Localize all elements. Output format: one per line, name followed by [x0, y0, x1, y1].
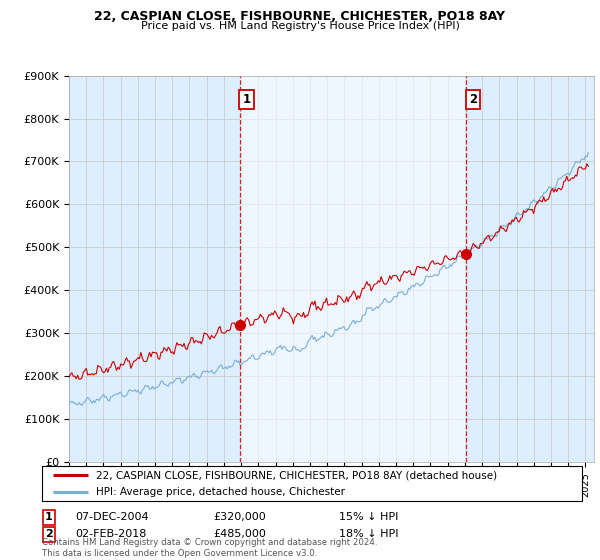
- Text: £485,000: £485,000: [213, 529, 266, 539]
- Text: 02-FEB-2018: 02-FEB-2018: [75, 529, 146, 539]
- FancyBboxPatch shape: [42, 466, 582, 501]
- Text: 15% ↓ HPI: 15% ↓ HPI: [339, 512, 398, 522]
- Text: £320,000: £320,000: [213, 512, 266, 522]
- Text: 18% ↓ HPI: 18% ↓ HPI: [339, 529, 398, 539]
- Text: 22, CASPIAN CLOSE, FISHBOURNE, CHICHESTER, PO18 8AY (detached house): 22, CASPIAN CLOSE, FISHBOURNE, CHICHESTE…: [96, 470, 497, 480]
- Text: 2: 2: [469, 93, 477, 106]
- Text: Price paid vs. HM Land Registry's House Price Index (HPI): Price paid vs. HM Land Registry's House …: [140, 21, 460, 31]
- Text: HPI: Average price, detached house, Chichester: HPI: Average price, detached house, Chic…: [96, 487, 345, 497]
- Text: 22, CASPIAN CLOSE, FISHBOURNE, CHICHESTER, PO18 8AY: 22, CASPIAN CLOSE, FISHBOURNE, CHICHESTE…: [95, 10, 505, 23]
- Text: 1: 1: [242, 93, 250, 106]
- Text: 07-DEC-2004: 07-DEC-2004: [75, 512, 149, 522]
- Text: 2: 2: [45, 529, 53, 539]
- Text: 1: 1: [45, 512, 53, 522]
- Bar: [240, 76, 466, 462]
- Text: Contains HM Land Registry data © Crown copyright and database right 2024.
This d: Contains HM Land Registry data © Crown c…: [42, 538, 377, 558]
